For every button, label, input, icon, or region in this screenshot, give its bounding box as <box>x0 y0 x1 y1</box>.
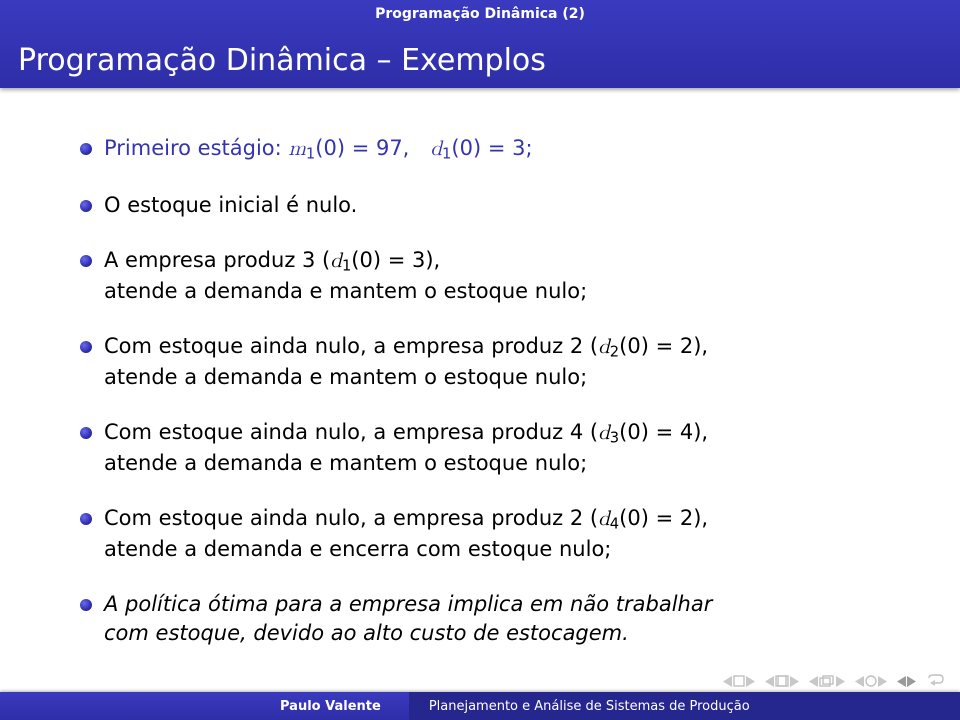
bullet-6-line1: Com estoque ainda nulo, a empresa produz… <box>104 506 708 530</box>
nav-prev4-icon <box>855 676 864 687</box>
bullet-6-line2: atende a demanda e encerra com estoque n… <box>104 537 611 561</box>
nav-subsection-group[interactable] <box>809 675 845 687</box>
page-title: Programação Dinâmica – Exemplos <box>18 43 546 78</box>
nav-section-icon <box>865 675 877 687</box>
nav-back-icon <box>897 676 906 687</box>
bullet-7-line1: A política ótima para a empresa implica … <box>104 592 712 616</box>
bullet-3-line2: atende a demanda e mantem o estoque nulo… <box>104 279 587 303</box>
nav-next-icon <box>746 676 755 687</box>
bullet-7-line2: com estoque, devido ao alto custo de est… <box>104 621 629 645</box>
b5-sub: 3 <box>610 429 619 446</box>
nav-loop-icon <box>926 674 944 688</box>
b1-m: m <box>288 139 306 160</box>
b4-sub: 2 <box>610 344 619 361</box>
b3-b: (0) = 3), <box>351 248 440 272</box>
nav-prev-icon <box>723 676 732 687</box>
nav-subsection-icon <box>819 675 835 687</box>
bullet-6: Com estoque ainda nulo, a empresa produz… <box>80 504 890 564</box>
bullet-3: A empresa produz 3 (d1(0) = 3), atende a… <box>80 246 890 306</box>
b1-d-sub: 1 <box>442 146 451 163</box>
bullet-2: O estoque inicial é nulo. <box>80 191 890 220</box>
nav-frame-group[interactable] <box>765 675 799 687</box>
nav-prev2-icon <box>765 676 774 687</box>
b5-a: Com estoque ainda nulo, a empresa produz… <box>104 420 598 444</box>
b4-b: (0) = 2), <box>619 334 708 358</box>
slide-header: Programação Dinâmica (2) Programação Din… <box>0 0 960 88</box>
bullet-5-line2: atende a demanda e mantem o estoque nulo… <box>104 451 587 475</box>
b6-a: Com estoque ainda nulo, a empresa produz… <box>104 506 598 530</box>
slide-content: Primeiro estágio: m1(0) = 97, d1(0) = 3;… <box>0 88 960 648</box>
bullet-5: Com estoque ainda nulo, a empresa produz… <box>80 418 890 478</box>
nav-section-group[interactable] <box>855 675 887 687</box>
footer-lecture: Planejamento e Análise de Sistemas de Pr… <box>409 692 960 720</box>
b4-a: Com estoque ainda nulo, a empresa produz… <box>104 334 598 358</box>
beamer-nav-bar <box>723 674 944 688</box>
nav-prev3-icon <box>809 676 818 687</box>
nav-next2-icon <box>790 676 799 687</box>
bullet-4: Com estoque ainda nulo, a empresa produz… <box>80 332 890 392</box>
b1-eq1-rest: (0) = 97, <box>315 136 430 160</box>
nav-forward-icon <box>907 676 916 687</box>
bullet-4-line1: Com estoque ainda nulo, a empresa produz… <box>104 334 708 358</box>
nav-back-forward-group[interactable] <box>897 676 916 687</box>
b1-pre: Primeiro estágio: <box>104 136 288 160</box>
nav-loop[interactable] <box>926 674 944 688</box>
b4-d: d <box>598 337 610 358</box>
b5-b: (0) = 4), <box>619 420 708 444</box>
footer-lecture-text: Planejamento e Análise de Sistemas de Pr… <box>429 699 750 714</box>
bullet-1-text: Primeiro estágio: m1(0) = 97, d1(0) = 3; <box>104 136 533 160</box>
bullet-3-line1: A empresa produz 3 (d1(0) = 3), <box>104 248 440 272</box>
bullet-2-text: O estoque inicial é nulo. <box>104 193 357 217</box>
b6-sub: 4 <box>610 515 619 532</box>
bullet-7: A política ótima para a empresa implica … <box>80 590 890 648</box>
bullet-4-line2: atende a demanda e mantem o estoque nulo… <box>104 365 587 389</box>
b6-b: (0) = 2), <box>619 506 708 530</box>
b1-m-sub: 1 <box>306 146 315 163</box>
footer-author: Paulo Valente <box>0 699 409 714</box>
nav-slide-group[interactable] <box>723 675 755 687</box>
nav-slide-icon <box>733 675 745 687</box>
b3-d: d <box>330 251 342 272</box>
b3-a: A empresa produz 3 ( <box>104 248 330 272</box>
b5-d: d <box>598 423 610 444</box>
b1-eq2-rest: (0) = 3; <box>451 136 532 160</box>
b1-d: d <box>430 139 442 160</box>
b3-sub: 1 <box>342 258 351 275</box>
bullet-1: Primeiro estágio: m1(0) = 97, d1(0) = 3; <box>80 134 890 165</box>
slide-footer: Paulo Valente Planejamento e Análise de … <box>0 692 960 720</box>
bullet-5-line1: Com estoque ainda nulo, a empresa produz… <box>104 420 708 444</box>
nav-next4-icon <box>878 676 887 687</box>
breadcrumb: Programação Dinâmica (2) <box>0 6 960 22</box>
b6-d: d <box>598 509 610 530</box>
nav-next3-icon <box>836 676 845 687</box>
nav-frame-icon <box>775 675 789 687</box>
